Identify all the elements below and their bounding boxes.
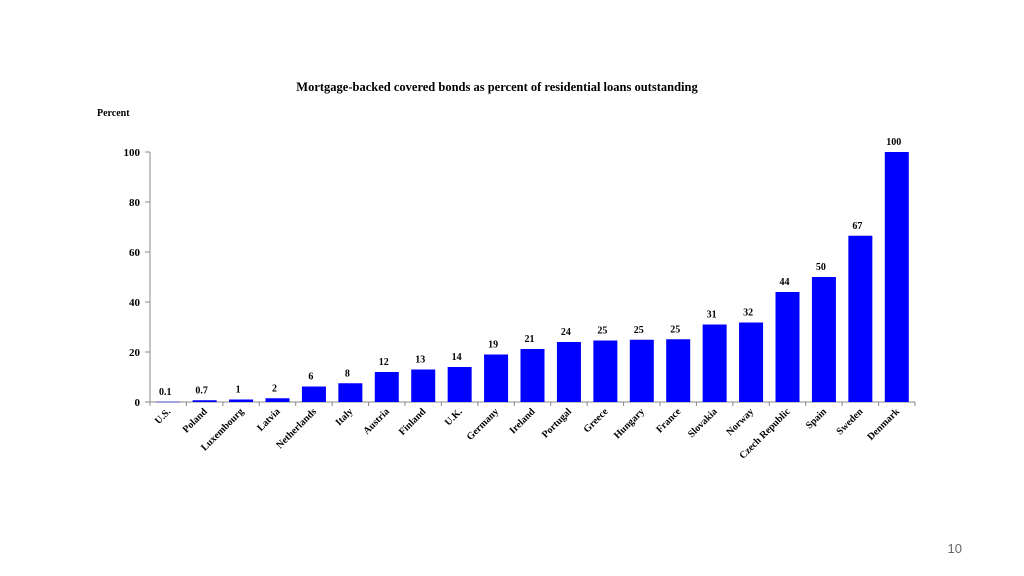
bar — [702, 324, 727, 402]
data-label: 6 — [308, 372, 313, 383]
x-tick-label: Hungary — [612, 406, 647, 441]
x-tick-label: U.S. — [153, 406, 174, 427]
chart-title: Mortgage-backed covered bonds as percent… — [296, 80, 698, 94]
bar — [156, 401, 181, 403]
y-tick-label: 60 — [129, 247, 141, 259]
data-label: 25 — [670, 324, 680, 335]
bar — [593, 340, 618, 402]
x-tick-label: Germany — [465, 406, 501, 442]
data-label: 25 — [597, 326, 607, 337]
data-label: 67 — [852, 221, 862, 232]
data-label: 8 — [345, 368, 350, 379]
data-label: 19 — [488, 340, 498, 351]
data-label: 32 — [743, 308, 753, 319]
data-label: 0.7 — [195, 385, 208, 396]
page-number: 10 — [947, 541, 962, 556]
data-label: 12 — [379, 357, 389, 368]
bar — [811, 277, 836, 402]
data-label: 31 — [707, 310, 717, 321]
bar — [447, 367, 472, 402]
data-label: 24 — [561, 327, 571, 338]
data-label: 44 — [780, 277, 790, 288]
x-tick-label: Italy — [334, 406, 356, 428]
data-label: 13 — [415, 355, 425, 366]
bar — [411, 369, 436, 402]
x-tick-label: Portugal — [540, 406, 574, 440]
x-tick-label: Finland — [397, 406, 429, 438]
y-tick-label: 100 — [124, 147, 141, 159]
y-axis-label: Percent — [97, 108, 130, 119]
data-label: 0.1 — [159, 387, 172, 398]
bar — [484, 354, 509, 402]
data-label: 2 — [272, 383, 277, 394]
y-tick-label: 80 — [129, 197, 141, 209]
x-tick-label: U.K. — [443, 406, 465, 428]
data-label: 25 — [634, 325, 644, 336]
x-tick-label: Greece — [582, 406, 611, 435]
bar — [666, 339, 691, 402]
bar — [338, 383, 363, 402]
bar — [775, 292, 800, 402]
data-label: 1 — [236, 385, 241, 396]
x-tick-label: Slovakia — [686, 406, 720, 440]
x-tick-label: Ireland — [508, 406, 538, 436]
y-tick-label: 40 — [129, 297, 141, 309]
x-tick-label: Denmark — [865, 406, 902, 443]
x-tick-label: Latvia — [255, 406, 282, 433]
data-label: 100 — [886, 137, 901, 148]
x-tick-label: Norway — [724, 406, 756, 438]
y-tick-label: 20 — [129, 347, 141, 359]
bar — [265, 398, 290, 402]
bar — [629, 339, 654, 402]
y-tick-label: 0 — [135, 397, 141, 409]
x-tick-label: Sweden — [835, 406, 866, 437]
x-tick-label: Austria — [361, 406, 392, 437]
data-label: 14 — [452, 352, 462, 363]
bar — [374, 372, 399, 402]
bar — [301, 386, 326, 402]
bar — [739, 322, 764, 402]
x-tick-label: France — [654, 406, 683, 435]
x-tick-label: Poland — [181, 406, 210, 435]
data-label: 50 — [816, 262, 826, 273]
bar — [556, 342, 581, 402]
bar — [848, 235, 873, 402]
x-tick-label: Spain — [804, 406, 829, 431]
bar — [884, 152, 909, 402]
bar — [192, 400, 217, 402]
data-label: 21 — [525, 334, 535, 345]
bar — [229, 399, 254, 402]
bar — [520, 349, 545, 402]
